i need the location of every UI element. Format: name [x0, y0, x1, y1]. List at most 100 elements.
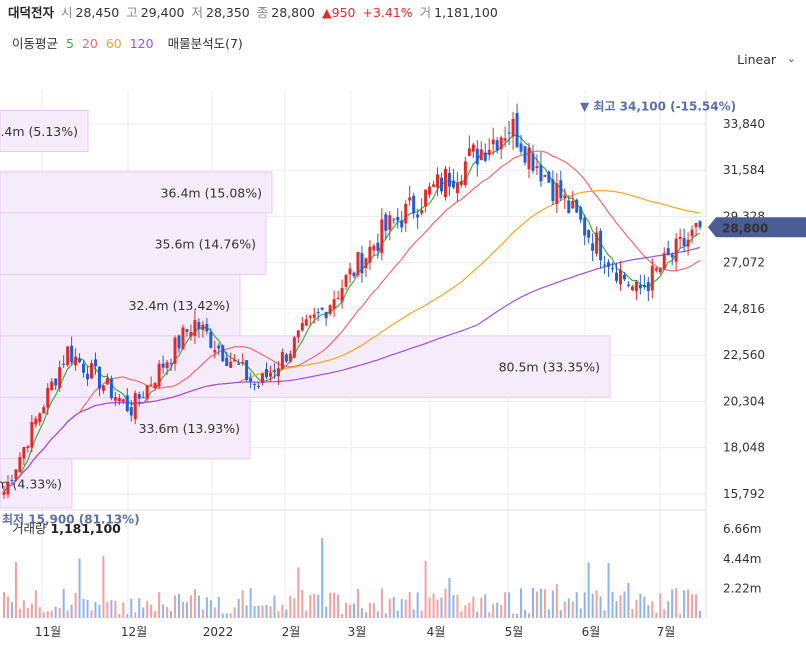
volume-bar	[671, 589, 674, 618]
candle-body	[440, 177, 443, 192]
volume-bar	[166, 607, 169, 618]
open-label: 시	[61, 5, 73, 20]
change-value: ▲950	[322, 5, 356, 20]
candle-body	[109, 378, 113, 399]
candle-body	[46, 387, 50, 408]
volume-bar	[94, 602, 97, 618]
candle-body	[161, 363, 165, 368]
candle-body	[62, 363, 66, 365]
candle-body	[10, 480, 14, 482]
x-tick-label: 12월	[121, 625, 147, 639]
volume-bar	[285, 609, 288, 618]
volume-bar	[229, 613, 232, 618]
candle-body	[698, 221, 702, 228]
candle-body	[245, 360, 249, 381]
candle-body	[181, 327, 185, 350]
volume-bar	[575, 592, 578, 618]
volume-bar	[241, 590, 244, 618]
candle-body	[603, 264, 607, 266]
candle-body	[113, 397, 117, 401]
volume-bar	[364, 612, 367, 618]
volume-bar	[305, 610, 308, 618]
candle-body	[587, 230, 591, 238]
candle-body	[678, 236, 682, 240]
volume-profile-bar	[0, 335, 611, 398]
candle-body	[615, 272, 618, 281]
candle-body	[670, 254, 674, 258]
volume-bars	[3, 537, 702, 618]
volume-bar	[531, 587, 534, 618]
moving-average-legend[interactable]: 이동평균 5 20 60 120 매물분석도(7)	[12, 33, 247, 52]
volume-bar	[559, 610, 562, 618]
volume-bar	[257, 605, 260, 618]
volume-bar	[583, 592, 586, 618]
volume-bar	[699, 610, 702, 618]
candle-body	[2, 491, 6, 495]
volume-bar	[126, 613, 129, 618]
volume-bar	[281, 604, 284, 618]
volume-bar	[547, 609, 550, 618]
candle-body	[424, 189, 428, 207]
candle-body	[420, 210, 424, 214]
volume-tick-label: 2.22m	[723, 581, 761, 595]
volume-bar	[504, 592, 507, 618]
candle-body	[618, 270, 622, 285]
volume-bar	[98, 604, 101, 618]
candle-body	[551, 179, 555, 202]
volume-bar	[14, 562, 17, 618]
volume-bar	[249, 588, 252, 618]
candle-body	[169, 362, 173, 364]
candle-body	[662, 253, 666, 269]
low-annotation: 최저 15,900 (81.13%)	[2, 512, 140, 527]
candle-body	[686, 239, 690, 247]
volume-bar	[142, 607, 145, 618]
candle-body	[308, 316, 312, 318]
volume-bar	[591, 593, 594, 618]
volume-bar	[508, 592, 511, 618]
volume-tick-label: 4.44m	[723, 552, 761, 566]
volume-bar	[376, 611, 379, 618]
volume-bar	[26, 607, 29, 618]
candle-body	[436, 174, 440, 188]
chevron-down-icon[interactable]: ⌄	[786, 52, 796, 65]
candle-body	[451, 180, 455, 188]
candle-body	[193, 320, 197, 337]
volume-profile-label: 33.6m (13.93%)	[139, 421, 240, 436]
volume-bar	[193, 589, 196, 618]
volume-bar	[66, 610, 69, 618]
candle-body	[304, 319, 308, 326]
candle-body	[591, 243, 595, 251]
volume-bar	[86, 599, 89, 618]
volume-bar	[396, 610, 399, 618]
candle-body	[177, 335, 181, 349]
scale-selector[interactable]: Linear	[737, 52, 776, 67]
volume-bar	[349, 604, 352, 618]
candle-body	[491, 139, 495, 145]
candle-body	[674, 238, 678, 262]
x-tick-label: 11월	[35, 625, 61, 639]
candle-body	[523, 146, 527, 163]
high-value: 29,400	[140, 5, 185, 20]
candle-body	[360, 253, 364, 274]
candle-body	[209, 331, 213, 348]
volume-bar	[472, 596, 475, 618]
volume-bar	[58, 607, 61, 618]
volume-bar	[297, 567, 300, 618]
candle-body	[137, 394, 141, 399]
candle-body	[690, 229, 694, 237]
volume-bar	[372, 602, 375, 618]
candle-body	[276, 368, 280, 377]
candle-body	[443, 168, 447, 198]
volume-bar	[189, 595, 192, 618]
high-annotation: ▼ 최고 34,100 (-15.54%)	[580, 99, 736, 114]
volume-bar	[496, 602, 499, 618]
candle-body	[133, 393, 137, 420]
y-tick-label: 22,560	[723, 348, 765, 362]
volume-bar	[337, 594, 340, 618]
volume-bar	[197, 595, 200, 618]
volume-bar	[468, 602, 471, 618]
candle-body	[447, 172, 451, 187]
candle-body	[511, 118, 515, 137]
price-chart[interactable]: 12.4m (5.13%) 36.4m (15.08%) 35.6m (14.76%…	[0, 78, 806, 646]
volume-bar	[158, 592, 161, 618]
